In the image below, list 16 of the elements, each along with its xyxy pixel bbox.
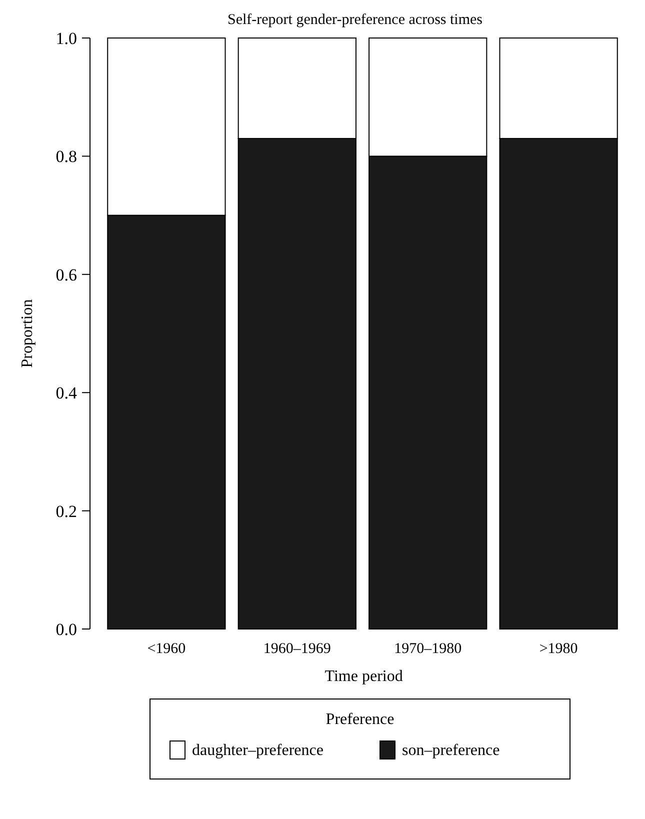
x-tick-label: 1970–1980 (394, 641, 462, 657)
y-tick-label: 0.8 (56, 147, 77, 166)
y-tick-label: 0.0 (56, 620, 77, 639)
y-tick-label: 0.4 (56, 384, 78, 403)
x-tick-label: 1960–1969 (263, 641, 331, 657)
y-tick-label: 1.0 (56, 28, 77, 48)
y-axis-title: Proportion (19, 299, 36, 368)
y-tick-label: 0.6 (56, 265, 77, 284)
y-tick-label: 0.2 (56, 502, 77, 521)
chart-title: Self-report gender-preference across times (228, 12, 483, 28)
legend-label: son–preference (402, 742, 500, 759)
legend-label: daughter–preference (192, 742, 324, 759)
x-tick-label: <1960 (147, 641, 186, 657)
x-axis-title: Time period (324, 668, 403, 685)
x-tick-label: >1980 (539, 641, 578, 657)
legend-title: Preference (326, 711, 394, 728)
